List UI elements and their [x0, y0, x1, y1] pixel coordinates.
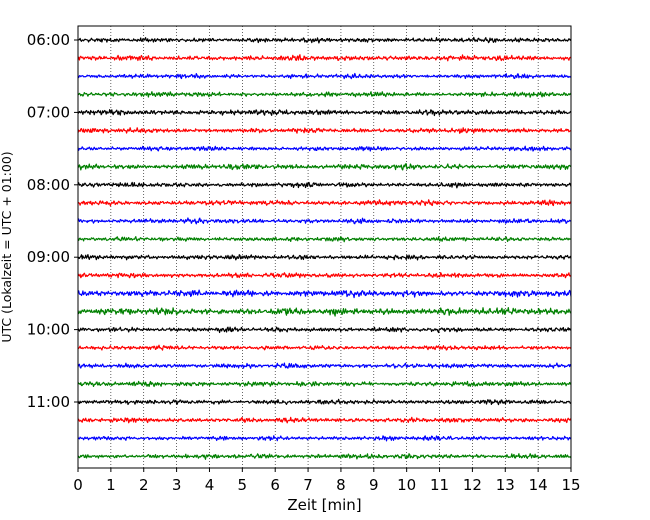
trace-0745 — [77, 163, 572, 171]
y-tick-label: 09:00 — [27, 248, 70, 266]
trace-1030 — [77, 362, 572, 369]
x-tick-label: 0 — [73, 476, 83, 494]
trace-0800 — [77, 181, 572, 189]
x-tick-label: 8 — [336, 476, 346, 494]
trace-1145 — [77, 453, 572, 460]
x-axis-ticks: 0 1 2 3 4 5 6 7 8 9 10 11 12 13 14 15 — [73, 468, 581, 494]
trace-1100 — [77, 398, 572, 406]
seismic-traces — [77, 36, 572, 460]
y-axis-label: UTC (Lokalzeit = UTC + 01:00) — [0, 151, 14, 342]
trace-0730 — [77, 145, 572, 152]
x-tick-label: 2 — [139, 476, 149, 494]
x-tick-label: 11 — [430, 476, 449, 494]
x-tick-label: 10 — [397, 476, 416, 494]
trace-0815 — [77, 199, 572, 207]
x-tick-label: 6 — [270, 476, 280, 494]
x-tick-label: 4 — [205, 476, 215, 494]
y-tick-label: 11:00 — [27, 393, 70, 411]
trace-0600 — [77, 36, 572, 44]
x-tick-label: 3 — [172, 476, 182, 494]
trace-1045 — [77, 380, 572, 388]
x-tick-label: 5 — [238, 476, 248, 494]
x-tick-label: 7 — [303, 476, 313, 494]
trace-0700 — [77, 109, 572, 117]
x-tick-label: 13 — [496, 476, 515, 494]
trace-1130 — [77, 435, 572, 442]
y-tick-label: 10:00 — [27, 321, 70, 339]
x-tick-label: 15 — [561, 476, 580, 494]
x-tick-label: 12 — [463, 476, 482, 494]
y-axis-ticks: 06:00 07:00 08:00 09:00 10:00 11:00 — [27, 31, 78, 411]
trace-0945 — [77, 307, 572, 317]
trace-0615 — [77, 54, 572, 62]
trace-0830 — [77, 217, 572, 225]
trace-0630 — [77, 72, 572, 80]
trace-0845 — [77, 236, 572, 243]
y-tick-label: 08:00 — [27, 176, 70, 194]
y-tick-label: 06:00 — [27, 31, 70, 49]
x-axis-label: Zeit [min] — [287, 496, 361, 514]
axes-frame — [77, 25, 572, 469]
x-tick-label: 9 — [369, 476, 379, 494]
trace-0645 — [77, 91, 572, 98]
trace-0900 — [77, 254, 572, 261]
trace-1115 — [77, 416, 572, 424]
y-tick-label: 07:00 — [27, 103, 70, 121]
trace-0915 — [77, 271, 572, 279]
trace-1015 — [77, 344, 572, 351]
x-tick-label: 14 — [529, 476, 548, 494]
trace-0715 — [77, 127, 572, 134]
trace-0930 — [77, 289, 572, 299]
trace-1000 — [77, 326, 572, 334]
x-tick-label: 1 — [106, 476, 116, 494]
